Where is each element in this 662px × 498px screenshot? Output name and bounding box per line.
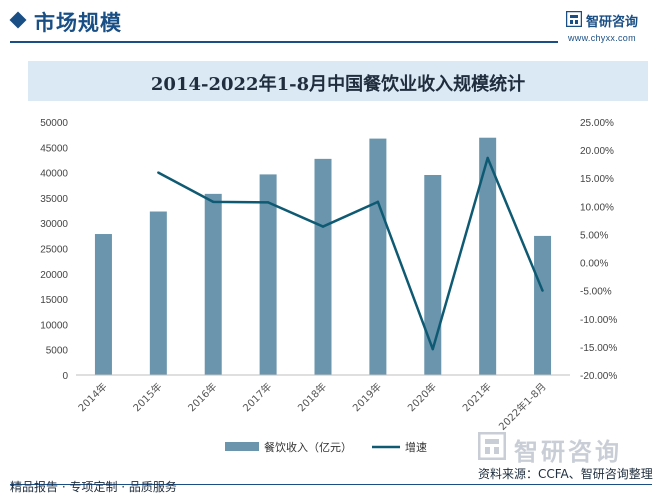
y-left-tick: 30000 (40, 219, 68, 230)
y-right-tick: -20.00% (580, 371, 617, 382)
growth-point-8 (541, 289, 544, 292)
brand[interactable]: 智研咨询 www.chyxx.com (566, 10, 656, 46)
brand-url[interactable]: www.chyxx.com (568, 33, 636, 43)
x-tick: 2022年1-8月 (496, 380, 549, 433)
x-tick: 2021年 (460, 380, 494, 414)
header: 市场规模 (0, 0, 662, 44)
growth-point-2 (212, 200, 215, 204)
chart-title: 2014-2022年1-8月中国餐饮业收入规模统计 (150, 74, 526, 95)
x-tick: 2014年 (75, 380, 109, 414)
bar-5 (369, 138, 387, 375)
y-left-tick: 0 (62, 371, 68, 382)
legend-label-income: 餐饮收入（亿元） (264, 440, 352, 454)
footer-logo-name: 智研咨询 (514, 438, 622, 466)
x-tick: 2017年 (240, 380, 274, 414)
y-left-tick: 10000 (40, 320, 68, 331)
chart-title-bar: 2014-2022年1-8月中国餐饮业收入规模统计 (28, 61, 648, 101)
growth-point-5 (376, 200, 380, 204)
x-tick: 2015年 (130, 380, 164, 414)
x-tick: 2020年 (405, 380, 439, 414)
footer-logo: 智研咨询 (478, 432, 648, 466)
footer-logo-icon (478, 432, 506, 460)
data-source: 资料来源：CCFA、智研咨询整理 (478, 467, 653, 481)
y-right-tick: 0.00% (580, 259, 608, 270)
growth-point-3 (266, 201, 270, 204)
footer: 资料来源：CCFA、智研咨询整理 精品报告 · 专项定制 · 品质服务 (0, 464, 662, 498)
bar-6 (424, 174, 442, 375)
x-tick: 2018年 (295, 380, 329, 414)
growth-point-7 (486, 156, 489, 160)
footer-tagline: 精品报告 · 专项定制 · 品质服务 (10, 480, 177, 494)
growth-point-1 (157, 171, 160, 174)
y-left-tick: 25000 (40, 245, 68, 256)
bar-2 (204, 193, 222, 375)
x-tick: 2016年 (185, 380, 219, 414)
bar-7 (479, 137, 497, 375)
y-left-tick: 5000 (46, 346, 69, 357)
y-left-tick: 20000 (40, 270, 68, 281)
y-right-tick: 10.00% (580, 202, 614, 213)
y-right-tick: -5.00% (580, 287, 612, 298)
bar-0 (94, 234, 112, 375)
header-divider (10, 41, 558, 43)
bar-1 (149, 211, 167, 375)
bar-4 (314, 158, 332, 375)
bar-8 (534, 235, 552, 375)
y-left-tick: 50000 (40, 118, 68, 129)
brand-logo-icon (566, 11, 582, 27)
y-right-tick: 5.00% (580, 230, 608, 241)
y-left-tick: 15000 (40, 295, 68, 306)
growth-rate-line (157, 156, 544, 351)
page-title: 市场规模 (34, 11, 122, 35)
y-right-tick: -15.00% (580, 343, 617, 354)
y-right-tick: -10.00% (580, 315, 617, 326)
brand-name: 智研咨询 (586, 15, 639, 30)
y-right-tick: 20.00% (580, 146, 614, 157)
growth-point-4 (321, 225, 325, 228)
y-left-tick: 35000 (40, 194, 68, 205)
x-tick: 2019年 (350, 380, 384, 414)
y-right-tick: 25.00% (580, 118, 614, 129)
growth-point-6 (431, 347, 434, 351)
legend-swatch-income (225, 442, 259, 451)
y-left-tick: 40000 (40, 169, 68, 180)
footer-divider (10, 484, 652, 485)
bar-3 (259, 174, 277, 375)
y-left-tick: 45000 (40, 143, 68, 154)
y-right-tick: 15.00% (580, 174, 614, 185)
legend-label-growth: 增速 (405, 440, 427, 454)
